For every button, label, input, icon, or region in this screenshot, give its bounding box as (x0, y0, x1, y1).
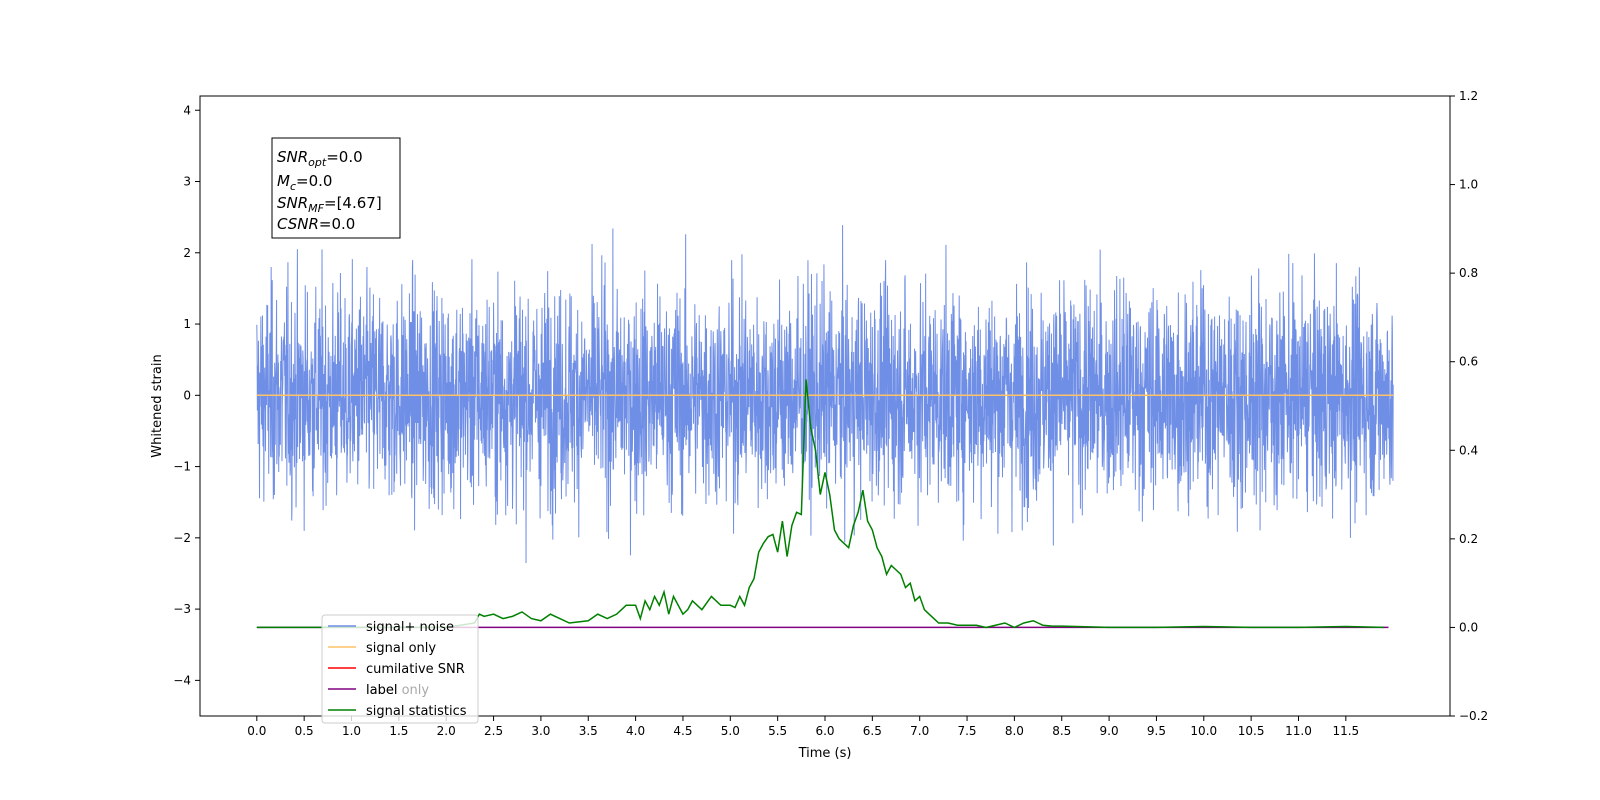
legend-entry-signal-only: signal only (328, 641, 436, 656)
x-tick-label: 8.0 (1005, 724, 1024, 738)
y-tick-label: 4 (183, 103, 191, 117)
y-tick-label: −3 (173, 602, 191, 616)
x-tick-label: 9.0 (1100, 724, 1119, 738)
annotation-snr-mf: SNRMF=[4.67] (277, 194, 382, 215)
y2-tick-label: 0.8 (1459, 266, 1478, 280)
legend-entry-cumulative-snr: cumilative SNR (328, 662, 465, 677)
annotation-snr-opt: SNRopt=0.0 (277, 148, 363, 169)
y-tick-label: −1 (173, 460, 191, 474)
legend-frame (321, 614, 479, 724)
legend-label-signal-statistics: signal statistics (366, 704, 467, 719)
x-tick-label: 8.5 (1052, 724, 1071, 738)
x-tick-label: 11.5 (1332, 724, 1359, 738)
x-tick-label: 3.5 (579, 724, 598, 738)
legend-entry-signal-noise: signal+ noise (328, 620, 454, 635)
x-tick-label: 10.5 (1238, 724, 1265, 738)
legend-label-label: label (366, 683, 397, 698)
x-tick-label: 5.0 (721, 724, 740, 738)
y2-tick-label: 1.2 (1459, 89, 1478, 103)
x-tick-label: 7.0 (910, 724, 929, 738)
y2-tick-label: 0.0 (1459, 620, 1478, 634)
x-tick-label: 6.0 (815, 724, 834, 738)
x-tick-label: 2.0 (437, 724, 456, 738)
y2-tick-label: 1.0 (1459, 178, 1478, 192)
series-signal-statistics (256, 379, 1384, 629)
legend: label only signal+ noise signal only cum… (321, 614, 479, 724)
y2-tick-label: −0.2 (1459, 709, 1488, 723)
legend-entry-label: label (328, 683, 397, 698)
legend-label-signal-only: signal only (366, 641, 436, 656)
x-tick-label: 0.0 (247, 724, 266, 738)
annotation-mc: Mc=0.0 (277, 172, 332, 193)
series-signal-noise (256, 225, 1394, 563)
y2-tick-label: 0.2 (1459, 532, 1478, 546)
legend-label-cumulative-snr: cumilative SNR (366, 662, 465, 677)
x-tick-label: 5.5 (768, 724, 787, 738)
y-tick-label: 1 (183, 317, 191, 331)
y-axis-label: Whitened strain (150, 354, 165, 457)
annotation-frame (271, 137, 401, 239)
legend-overlapped-text: label only (366, 683, 429, 698)
x-axis-ticks: 0.0 0.5 1.0 1.5 2.0 2.5 3.0 3.5 4.0 4.5 5.0 5.5 6.0 6… (247, 716, 1359, 738)
x-tick-label: 1.0 (342, 724, 361, 738)
x-tick-label: 4.5 (673, 724, 692, 738)
x-tick-label: 10.0 (1190, 724, 1217, 738)
x-tick-label: 4.0 (626, 724, 645, 738)
x-tick-label: 0.5 (295, 724, 314, 738)
y-axis-ticks: 4 3 2 1 0 −1 −2 −3 −4 (173, 103, 200, 687)
y-tick-label: −4 (173, 673, 191, 687)
y-tick-label: 0 (183, 388, 191, 402)
x-tick-label: 3.0 (531, 724, 550, 738)
x-tick-label: 6.5 (863, 724, 882, 738)
annotation-box: SNRopt=0.0 Mc=0.0 SNRMF=[4.67] CSNR=0.0 (271, 137, 401, 239)
y2-tick-label: 0.4 (1459, 443, 1478, 457)
x-tick-label: 9.5 (1147, 724, 1166, 738)
y-tick-label: 3 (183, 175, 191, 189)
x-tick-label: 1.5 (389, 724, 408, 738)
y-tick-label: −2 (173, 531, 191, 545)
y2-tick-label: 0.6 (1459, 355, 1478, 369)
annotation-csnr: CSNR=0.0 (277, 215, 355, 233)
x-axis-label: Time (s) (798, 746, 852, 761)
x-tick-label: 11.0 (1285, 724, 1312, 738)
y2-axis-ticks: 1.2 1.0 0.8 0.6 0.4 0.2 0.0 −0.2 (1450, 89, 1488, 723)
x-tick-label: 7.5 (957, 724, 976, 738)
signal-noise-series (256, 225, 1394, 563)
legend-label-signal-noise: signal+ noise (366, 620, 454, 635)
y-tick-label: 2 (183, 246, 191, 260)
x-tick-label: 2.5 (484, 724, 503, 738)
legend-entry-signal-statistics: signal statistics (328, 704, 467, 719)
